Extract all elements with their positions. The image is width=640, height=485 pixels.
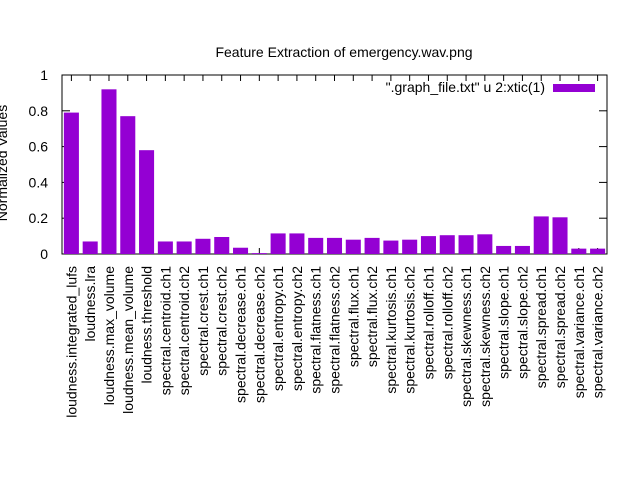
x-tick-label: loudness.mean_volume xyxy=(120,266,136,414)
bar xyxy=(120,116,136,254)
x-tick-label: spectral.centroid.ch1 xyxy=(157,266,173,395)
x-tick-label: loudness.max_volume xyxy=(101,266,117,406)
bar xyxy=(439,235,455,254)
bar xyxy=(402,239,418,254)
bar xyxy=(458,235,474,254)
legend-swatch xyxy=(553,84,595,92)
x-tick-label: spectral.skewness.ch1 xyxy=(458,266,474,407)
x-tick-label: spectral.flatness.ch1 xyxy=(308,266,324,394)
bar xyxy=(82,241,98,254)
x-tick-label: spectral.flatness.ch2 xyxy=(327,266,343,394)
x-tick-label: spectral.entropy.ch2 xyxy=(289,266,305,391)
bars xyxy=(63,89,606,254)
bar xyxy=(496,245,512,254)
bar xyxy=(63,112,79,254)
bar xyxy=(157,241,173,254)
y-tick-label: 0.8 xyxy=(29,103,49,119)
x-tick-label: spectral.rolloff.ch2 xyxy=(439,266,455,380)
bar xyxy=(101,89,117,254)
x-tick-label: spectral.flux.ch1 xyxy=(345,266,361,367)
x-tick-label: spectral.kurtosis.ch2 xyxy=(402,266,418,394)
x-tick-label: spectral.flux.ch2 xyxy=(364,266,380,367)
x-tick-label: loudness.integrated_lufs xyxy=(63,266,79,418)
x-tick-label: spectral.crest.ch2 xyxy=(214,266,230,376)
bar xyxy=(326,237,343,254)
bar xyxy=(139,150,155,254)
bar xyxy=(552,217,568,254)
y-tick-label: 0.4 xyxy=(29,174,49,190)
x-tick-label: spectral.variance.ch2 xyxy=(590,266,606,399)
bar xyxy=(420,236,436,254)
x-tick-label: spectral.crest.ch1 xyxy=(195,266,211,376)
bar xyxy=(345,239,361,254)
x-tick-label: spectral.slope.ch2 xyxy=(514,266,530,379)
y-axis-label: Normalized Values xyxy=(0,105,10,221)
bar xyxy=(233,247,249,254)
x-tick-label: spectral.kurtosis.ch1 xyxy=(383,266,399,394)
x-tick-label: spectral.spread.ch2 xyxy=(552,266,568,388)
chart-title: Feature Extraction of emergency.wav.png xyxy=(215,44,472,60)
bar xyxy=(571,248,587,254)
x-tick-label: spectral.spread.ch1 xyxy=(533,266,549,388)
x-tick-label: spectral.entropy.ch1 xyxy=(270,266,286,391)
bar xyxy=(514,245,530,254)
x-tick-label: spectral.decrease.ch2 xyxy=(251,266,267,403)
bar xyxy=(251,253,267,254)
x-tick-label: spectral.decrease.ch1 xyxy=(233,266,249,403)
x-tick-label: loudness.lra xyxy=(82,266,98,342)
y-tick-label: 0 xyxy=(40,246,48,262)
y-tick-label: 1 xyxy=(40,67,48,83)
bar xyxy=(533,216,549,254)
bar xyxy=(383,240,399,254)
bar xyxy=(364,237,380,254)
bar xyxy=(214,236,230,254)
bar xyxy=(176,241,192,254)
bar xyxy=(270,233,286,254)
bar xyxy=(477,234,493,254)
legend: ".graph_file.txt" u 2:xtic(1) xyxy=(386,79,595,95)
legend-label: ".graph_file.txt" u 2:xtic(1) xyxy=(386,79,545,95)
x-tick-label: loudness.threshold xyxy=(139,266,155,384)
y-tick-label: 0.2 xyxy=(29,210,49,226)
bar xyxy=(590,248,606,254)
bar xyxy=(195,238,211,254)
bar xyxy=(289,233,305,254)
y-tick-label: 0.6 xyxy=(29,139,49,155)
x-tick-label: spectral.variance.ch1 xyxy=(571,266,587,399)
x-tick-label: spectral.slope.ch1 xyxy=(496,266,512,379)
x-tick-label: spectral.rolloff.ch1 xyxy=(420,266,436,380)
x-tick-label: spectral.skewness.ch2 xyxy=(477,266,493,407)
bar xyxy=(308,237,324,254)
x-tick-label: spectral.centroid.ch2 xyxy=(176,266,192,395)
